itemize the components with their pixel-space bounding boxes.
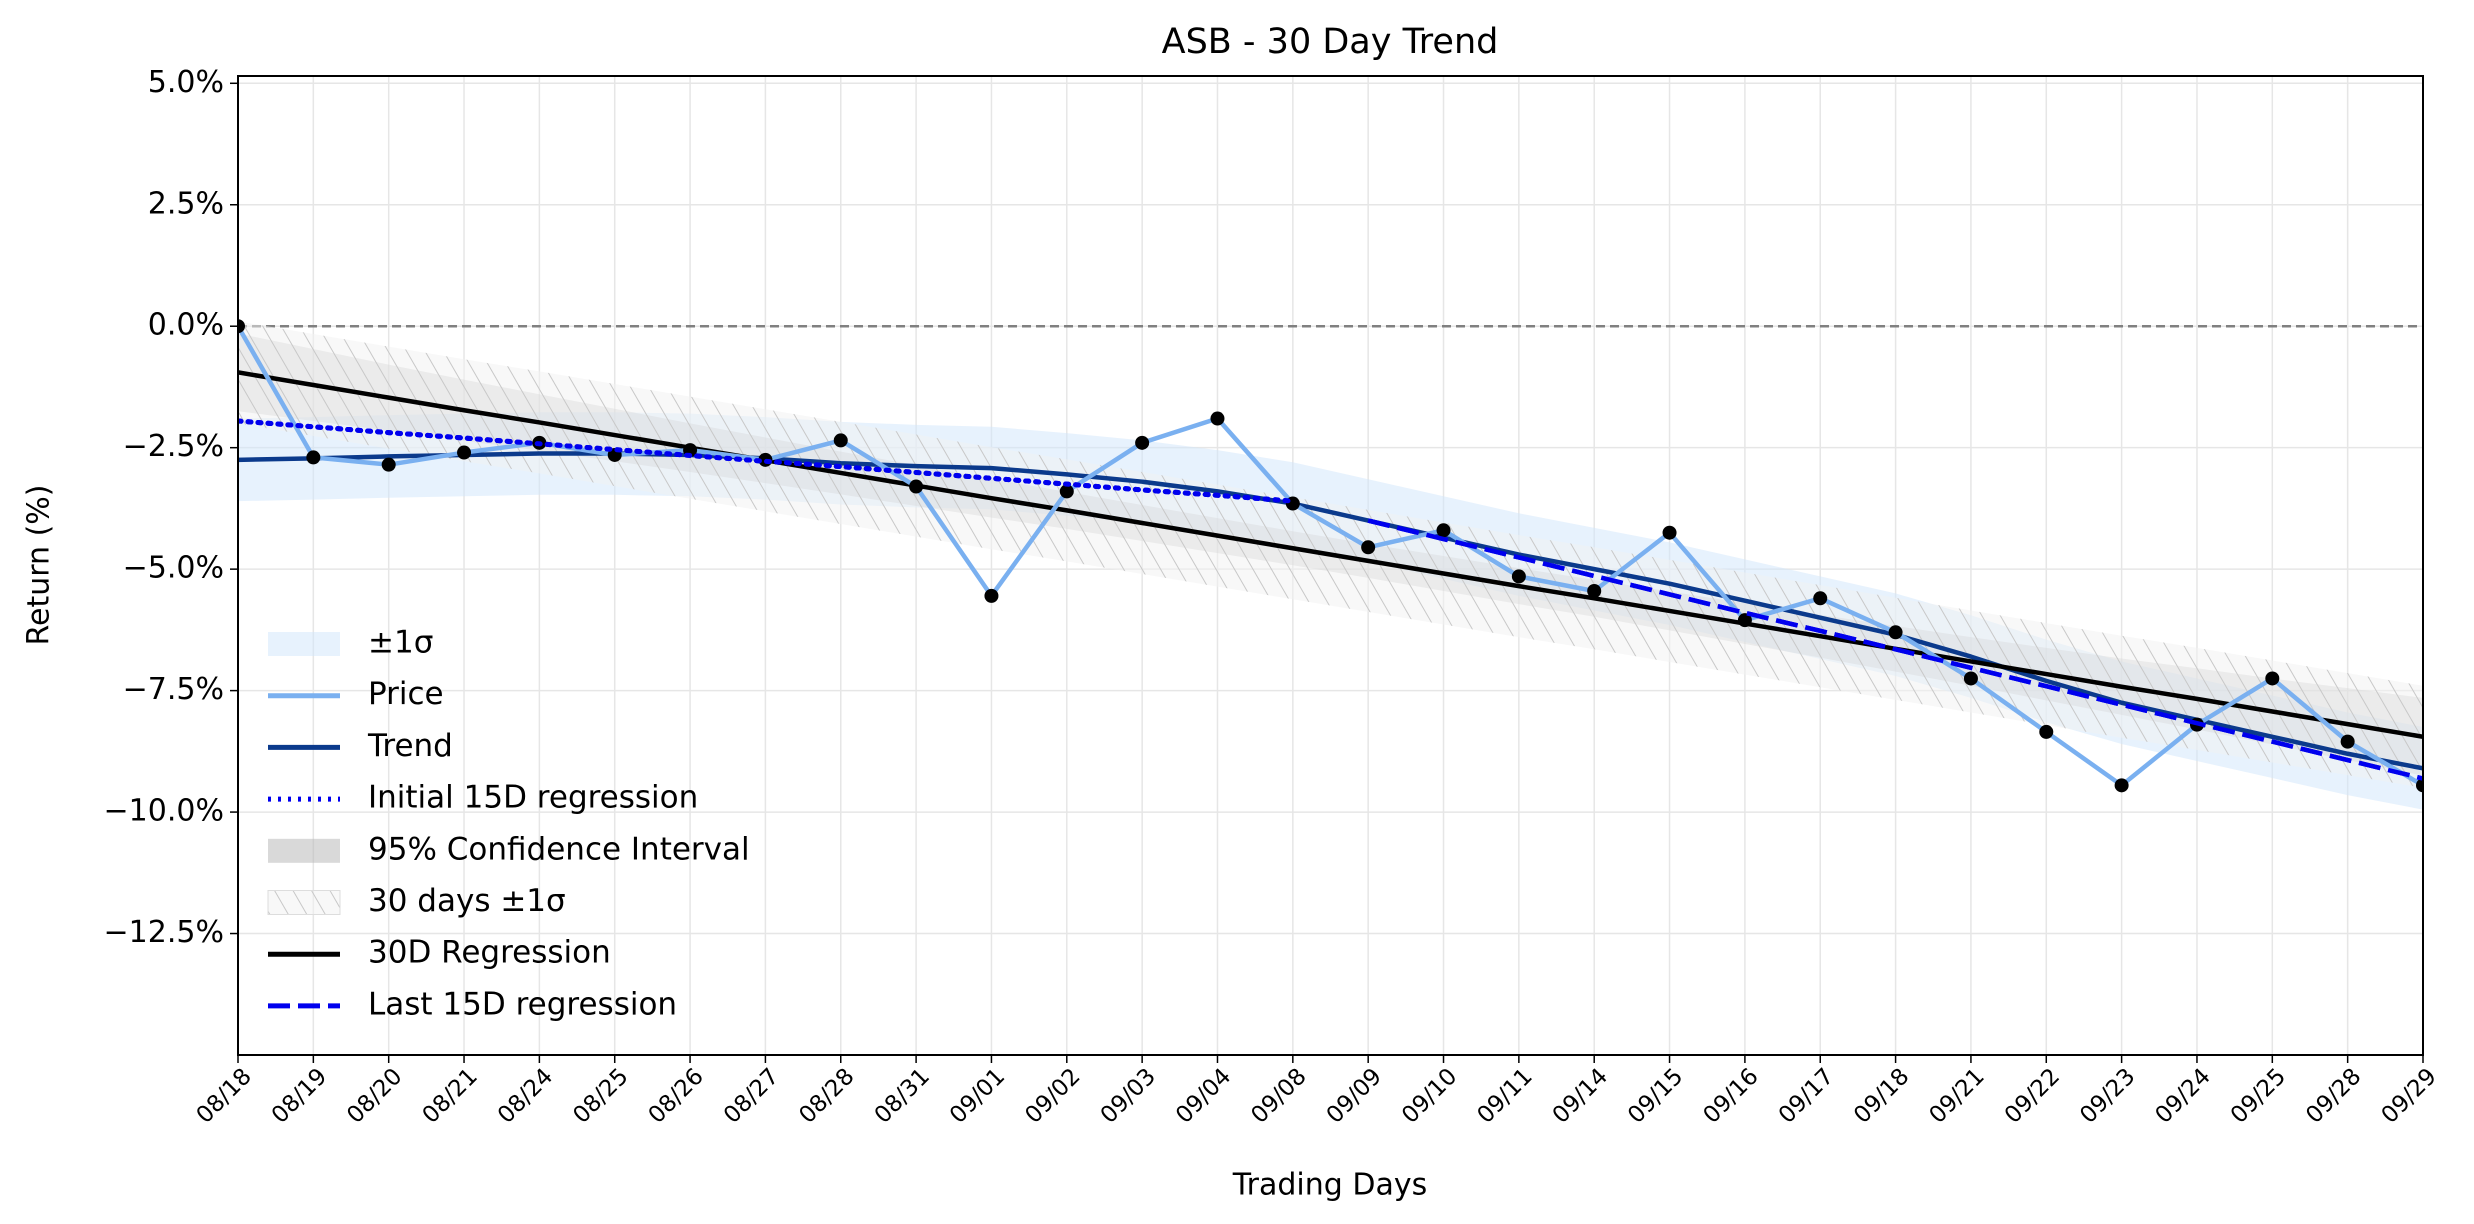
point xyxy=(238,319,245,334)
x-tick-label: 09/04 xyxy=(1171,1063,1236,1128)
point xyxy=(2416,778,2423,793)
legend-swatch xyxy=(268,632,340,656)
point xyxy=(1963,671,1978,686)
point xyxy=(2039,724,2054,739)
x-tick-label: 09/09 xyxy=(1322,1063,1387,1128)
x-tick-label: 08/26 xyxy=(644,1063,709,1128)
x-tick-label: 08/24 xyxy=(493,1063,558,1128)
point xyxy=(1662,525,1677,540)
x-tick-label: 09/03 xyxy=(1096,1063,1161,1128)
x-tick-label: 09/18 xyxy=(1849,1063,1914,1128)
x-tick-label: 08/28 xyxy=(794,1063,859,1128)
point xyxy=(1361,540,1376,555)
point xyxy=(1436,523,1451,538)
y-tick-label: −2.5% xyxy=(123,429,224,464)
point xyxy=(1587,584,1602,599)
plot-area xyxy=(238,319,2423,810)
x-tick-label: 09/23 xyxy=(2075,1063,2140,1128)
line xyxy=(238,418,1296,504)
x-tick-label: 08/21 xyxy=(418,1063,483,1128)
x-tick-label: 08/20 xyxy=(342,1063,407,1128)
x-tick-label: 09/29 xyxy=(2377,1063,2442,1128)
x-tick-label: 09/16 xyxy=(1698,1063,1763,1128)
legend-label: Price xyxy=(368,676,444,712)
point xyxy=(1511,569,1526,584)
x-tick-label: 09/14 xyxy=(1548,1063,1613,1128)
x-tick-label: 09/25 xyxy=(2226,1063,2291,1128)
x-tick-label: 09/02 xyxy=(1020,1063,1085,1128)
y-tick-label: −7.5% xyxy=(123,672,224,707)
point xyxy=(2340,734,2355,749)
x-tick-label: 09/22 xyxy=(2000,1063,2065,1128)
y-axis-label: Return (%) xyxy=(22,484,57,645)
y-tick-label: −5.0% xyxy=(123,551,224,586)
legend-label: Last 15D regression xyxy=(368,986,677,1022)
legend-swatch xyxy=(267,890,341,915)
x-tick-label: 08/27 xyxy=(719,1063,784,1128)
x-tick-label: 09/15 xyxy=(1623,1063,1688,1128)
y-tick-label: 5.0% xyxy=(148,65,224,100)
chart-title: ASB - 30 Day Trend xyxy=(1162,22,1499,62)
line xyxy=(238,370,2423,739)
x-tick-label: 09/21 xyxy=(1925,1063,1990,1128)
legend-label: 30 days ±1σ xyxy=(368,883,566,919)
plot-frame xyxy=(237,75,2424,1056)
x-tick-label: 09/17 xyxy=(1774,1063,1839,1128)
x-axis-label: Trading Days xyxy=(1232,1168,1427,1203)
x-tick-label: 08/19 xyxy=(267,1063,332,1128)
x-tick-label: 08/18 xyxy=(192,1063,257,1128)
y-tick-label: −12.5% xyxy=(104,915,224,950)
x-tick-label: 08/25 xyxy=(568,1063,633,1128)
legend-label: Initial 15D regression xyxy=(368,780,698,816)
y-tick-label: 0.0% xyxy=(148,308,224,343)
legend-label: Trend xyxy=(367,728,453,764)
x-tick-label: 08/31 xyxy=(870,1063,935,1128)
x-tick-label: 09/08 xyxy=(1246,1063,1311,1128)
legend-label: 30D Regression xyxy=(368,935,611,971)
point xyxy=(1737,613,1752,628)
x-tick-label: 09/01 xyxy=(945,1063,1010,1128)
point xyxy=(1135,435,1150,450)
x-tick-label: 09/28 xyxy=(2301,1063,2366,1128)
y-tick-label: −10.0% xyxy=(104,794,224,829)
point xyxy=(2114,778,2129,793)
legend-swatch xyxy=(268,838,340,863)
point xyxy=(833,433,848,448)
point xyxy=(1059,484,1074,499)
legend-label: ±1σ xyxy=(368,625,433,661)
x-tick-label: 09/10 xyxy=(1397,1063,1462,1128)
line xyxy=(238,325,2423,788)
x-tick-label: 09/11 xyxy=(1472,1063,1537,1128)
x-tick-label: 09/24 xyxy=(2151,1063,2216,1128)
point xyxy=(306,450,321,465)
point xyxy=(1813,591,1828,606)
line xyxy=(1367,518,2423,781)
point xyxy=(2265,671,2280,686)
point xyxy=(457,445,472,460)
legend: ±1σ Price Trend Initial 15D regression 95% C… xyxy=(267,625,750,1022)
legend-label: 95% Confidence Interval xyxy=(368,831,750,867)
point xyxy=(984,588,999,603)
point xyxy=(909,479,924,494)
y-tick-label: 2.5% xyxy=(148,186,224,221)
point xyxy=(1888,625,1903,640)
point xyxy=(381,457,396,472)
point xyxy=(1210,411,1225,426)
